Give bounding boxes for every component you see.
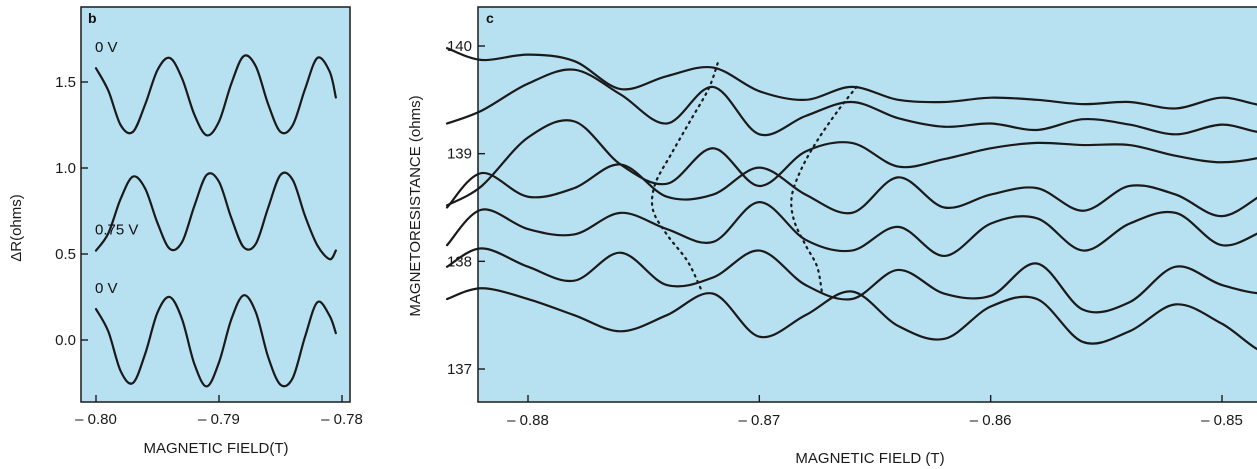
panel-c-x-tick-label: – 0.85 <box>1201 412 1243 429</box>
panel-b-curves <box>94 54 337 388</box>
panel-c-x-tick-label: – 0.88 <box>507 412 549 429</box>
panel-b-y-tick-label: 0.5 <box>55 246 76 263</box>
panel-b-x-tick-label: – 0.80 <box>75 411 117 428</box>
panel-b-x-tick-label: – 0.79 <box>198 411 240 428</box>
panel-c-y-tick-label: 139 <box>447 146 472 163</box>
panel-c-curve-7 <box>445 287 1257 351</box>
panel-b-curve-1 <box>94 54 337 137</box>
panel-b-curve-label-1: 0 V <box>95 39 118 56</box>
panel-b: b 0 V 0.75 V 0 V – 0.80 – 0.79 – 0.78 0.0 0.5… <box>8 6 363 457</box>
panel-b-curve-label-3: 0 V <box>95 280 118 297</box>
panel-b-y-tick-label: 1.0 <box>55 160 76 177</box>
panel-b-curve-labels: 0 V 0.75 V 0 V <box>95 39 138 297</box>
panel-c-x-ticks: – 0.88 – 0.87 – 0.86 – 0.85 <box>507 395 1243 429</box>
panel-c-y-tick-label: 137 <box>447 361 472 378</box>
panel-c-y-ticks: 137 138 139 140 <box>447 38 485 378</box>
panel-c-y-tick-label: 138 <box>447 253 472 270</box>
panel-b-x-axis-label: MAGNETIC FIELD(T) <box>144 440 289 457</box>
panel-b-x-tick-label: – 0.78 <box>321 411 363 428</box>
panel-b-y-tick-label: 0.0 <box>55 332 76 349</box>
panel-c-curve-3 <box>445 119 1257 207</box>
panel-c-curve-6 <box>445 247 1257 314</box>
panel-b-x-ticks: – 0.80 – 0.79 – 0.78 <box>75 395 363 428</box>
panel-c-dotted-guides <box>650 62 858 293</box>
panel-c-curves <box>445 47 1257 351</box>
panel-b-curve-label-2: 0.75 V <box>95 222 138 239</box>
panel-c-curve-2 <box>445 68 1257 137</box>
panel-c-y-axis-label: MAGNETORESISTANCE (ohms) <box>407 95 424 316</box>
panel-b-y-axis-label: ΔR(ohms) <box>8 194 25 262</box>
panel-c-letter: c <box>486 10 494 26</box>
panel-c-plot-area <box>477 6 1257 403</box>
panel-b-y-tick-label: 1.5 <box>55 74 76 91</box>
panel-c: c – 0.88– 0.87– 0.86– 0.85 137138139140 … <box>407 6 1257 467</box>
panel-c-dotted-line-1 <box>650 62 719 292</box>
panel-c-y-tick-label: 140 <box>447 38 472 55</box>
panel-c-curve-5 <box>445 201 1257 258</box>
panel-b-plot-area <box>80 6 351 403</box>
panel-c-x-axis-label: MAGNETIC FIELD (T) <box>795 450 944 467</box>
panel-c-x-tick-label: – 0.87 <box>738 412 780 429</box>
panel-c-curve-1 <box>445 47 1257 110</box>
panel-c-dotted-line-2 <box>790 85 858 293</box>
panel-b-curve-2 <box>94 171 337 261</box>
panel-b-curve-3 <box>94 294 337 388</box>
panel-b-letter: b <box>88 10 97 26</box>
panel-b-y-ticks: 0.0 0.5 1.0 1.5 <box>55 74 88 349</box>
panel-c-x-tick-label: – 0.86 <box>970 412 1012 429</box>
panel-c-curve-4 <box>445 163 1257 218</box>
